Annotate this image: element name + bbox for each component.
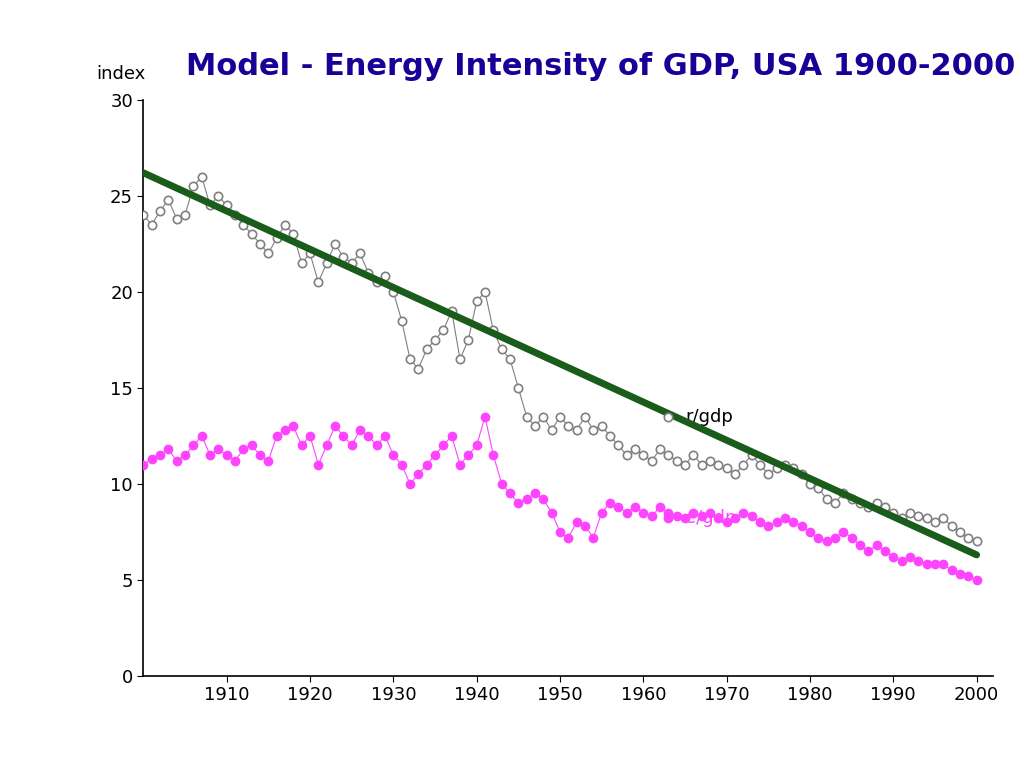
Text: r/gdp: r/gdp [685,408,733,425]
Text: e/gdp: e/gdp [685,509,736,528]
Text: Model - Energy Intensity of GDP, USA 1900-2000: Model - Energy Intensity of GDP, USA 190… [186,52,1015,81]
Text: index: index [96,65,145,83]
